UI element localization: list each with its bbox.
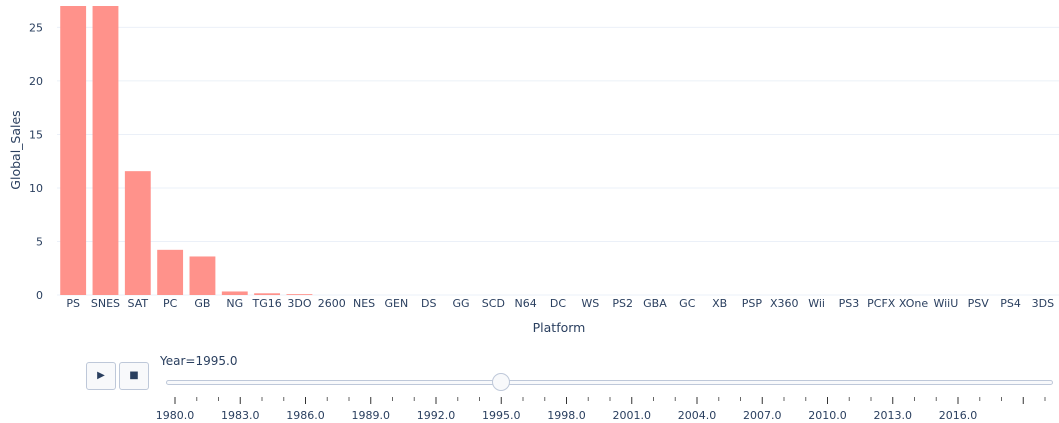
x-tick-label: XB bbox=[712, 297, 727, 310]
slider-tick-label: 2010.0 bbox=[808, 409, 847, 422]
x-tick-label: XOne bbox=[899, 297, 928, 310]
x-tick-label: PS bbox=[66, 297, 80, 310]
slider-current-value-label: Year=1995.0 bbox=[160, 354, 238, 368]
stop-button[interactable]: ■ bbox=[119, 362, 149, 390]
play-button[interactable]: ▶ bbox=[86, 362, 116, 390]
bar-3do[interactable] bbox=[286, 294, 313, 295]
x-tick-label: X360 bbox=[770, 297, 799, 310]
slider-tick-label: 2007.0 bbox=[743, 409, 782, 422]
y-tick-labels: 0 5 10 15 20 25 bbox=[29, 21, 43, 302]
y-tick-label: 10 bbox=[29, 182, 43, 195]
x-tick-label: SNES bbox=[91, 297, 120, 310]
x-tick-label: SAT bbox=[128, 297, 149, 310]
x-tick-label: PSP bbox=[742, 297, 763, 310]
slider-tick-label: 1995.0 bbox=[482, 409, 521, 422]
slider-tick-label: 1992.0 bbox=[417, 409, 456, 422]
slider-tick-label: 1998.0 bbox=[547, 409, 586, 422]
bar-ng[interactable] bbox=[221, 291, 248, 295]
x-tick-label: 2600 bbox=[318, 297, 346, 310]
grid-layer bbox=[57, 26, 1059, 296]
x-tick-label: GBA bbox=[643, 297, 667, 310]
x-tick-label: DC bbox=[550, 297, 566, 310]
x-tick-label: NG bbox=[226, 297, 243, 310]
y-tick-label: 20 bbox=[29, 75, 43, 88]
x-tick-label: 3DS bbox=[1032, 297, 1054, 310]
bar-ps[interactable] bbox=[60, 6, 87, 295]
slider-tick-label: 2013.0 bbox=[874, 409, 913, 422]
slider-tick-label: 1980.0 bbox=[156, 409, 195, 422]
x-tick-labels: PS SNES SAT PC GB NG TG16 3DO 2600 NES GEN DS GG SCD N… bbox=[66, 297, 1054, 310]
x-tick-label: PS2 bbox=[612, 297, 633, 310]
y-tick-label: 0 bbox=[36, 289, 43, 302]
x-tick-label: PS3 bbox=[839, 297, 860, 310]
bar-snes[interactable] bbox=[92, 6, 119, 295]
x-tick-label: PC bbox=[163, 297, 178, 310]
x-tick-label: GB bbox=[194, 297, 210, 310]
x-tick-label: 3DO bbox=[287, 297, 311, 310]
x-tick-label: DS bbox=[421, 297, 436, 310]
bars-layer bbox=[60, 6, 313, 295]
x-tick-label: PSV bbox=[968, 297, 990, 310]
play-icon: ▶ bbox=[97, 370, 105, 381]
y-tick-label: 25 bbox=[29, 21, 43, 34]
x-tick-label: PCFX bbox=[867, 297, 896, 310]
bar-tg16[interactable] bbox=[254, 293, 281, 295]
slider-ticks: 1980.0 1983.0 1986.0 1989.0 1992.0 1995.0 1998… bbox=[156, 397, 1046, 422]
x-tick-label: GG bbox=[453, 297, 470, 310]
slider-tick-label: 1989.0 bbox=[352, 409, 391, 422]
x-tick-label: GEN bbox=[385, 297, 409, 310]
x-tick-label: N64 bbox=[515, 297, 537, 310]
x-tick-label: WiiU bbox=[933, 297, 958, 310]
y-tick-label: 15 bbox=[29, 128, 43, 141]
x-tick-label: NES bbox=[353, 297, 375, 310]
slider-tick-label: 2001.0 bbox=[613, 409, 652, 422]
x-tick-label: GC bbox=[679, 297, 696, 310]
slider-tick-label: 1986.0 bbox=[286, 409, 325, 422]
stop-icon: ■ bbox=[129, 370, 139, 381]
x-tick-label: Wii bbox=[808, 297, 825, 310]
bar-pc[interactable] bbox=[157, 249, 184, 295]
x-tick-label: SCD bbox=[482, 297, 505, 310]
x-tick-label: TG16 bbox=[251, 297, 281, 310]
x-tick-label: PS4 bbox=[1000, 297, 1021, 310]
bar-sat[interactable] bbox=[124, 171, 151, 295]
y-tick-label: 5 bbox=[36, 235, 43, 248]
y-axis-title: Global_Sales bbox=[8, 110, 23, 189]
slider-rail[interactable] bbox=[166, 380, 1053, 385]
bar-gb[interactable] bbox=[189, 256, 216, 295]
x-tick-label: WS bbox=[581, 297, 599, 310]
slider-handle[interactable] bbox=[492, 373, 511, 391]
x-axis-title: Platform bbox=[533, 320, 586, 335]
slider-tick-label: 1983.0 bbox=[221, 409, 260, 422]
slider-tick-label: 2016.0 bbox=[939, 409, 978, 422]
slider-tick-label: 2004.0 bbox=[678, 409, 717, 422]
